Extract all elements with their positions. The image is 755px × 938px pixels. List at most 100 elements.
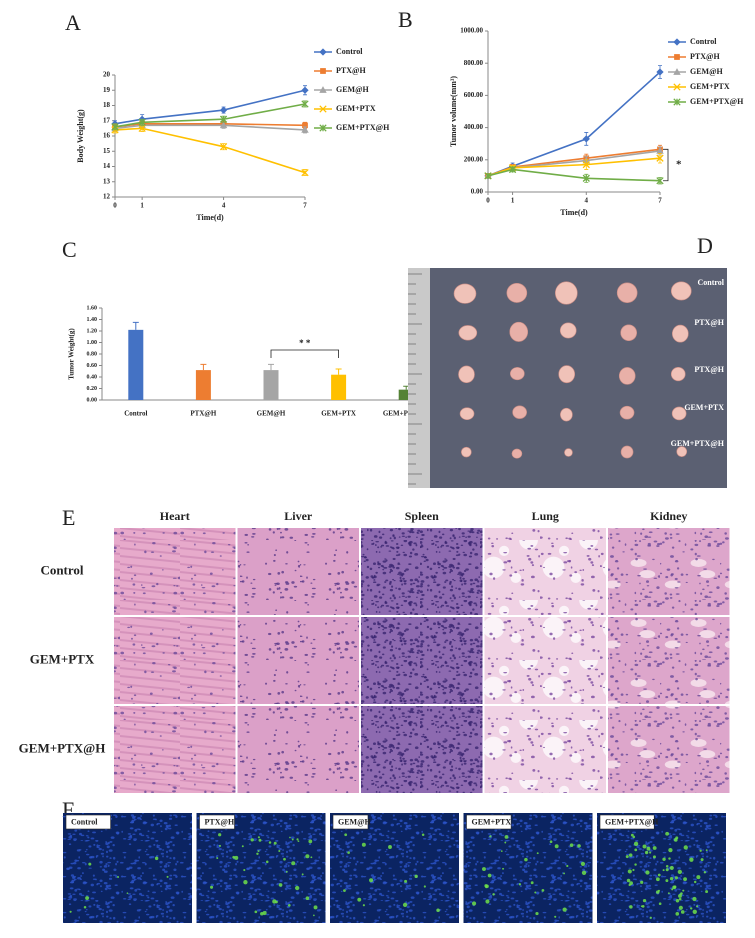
tissue-header: Liver (284, 509, 313, 523)
green-signal (492, 893, 495, 896)
green-signal (569, 843, 574, 848)
green-signal (689, 857, 694, 862)
green-signal (272, 899, 277, 904)
green-signal (423, 885, 426, 888)
green-signal (642, 898, 647, 903)
series-line (114, 124, 306, 131)
histology-image (484, 528, 606, 615)
tumor (620, 324, 637, 341)
green-signal (675, 912, 680, 916)
legend-label: GEM+PTX (690, 82, 730, 91)
green-signal (700, 858, 704, 862)
green-signal (257, 836, 260, 839)
x-tick-label: 4 (585, 197, 589, 205)
green-signal (301, 873, 304, 876)
green-signal (626, 878, 631, 883)
y-tick-label: 0.00 (87, 397, 98, 403)
green-signal (705, 890, 709, 894)
green-signal (652, 855, 656, 859)
green-signal (305, 854, 310, 859)
tumor (619, 405, 635, 420)
green-signal (644, 850, 649, 855)
marker (656, 177, 664, 185)
y-tick-label: 400.00 (464, 123, 484, 131)
y-tick-label: 1.20 (87, 328, 98, 334)
panel-label: C (62, 237, 77, 262)
green-signal (677, 869, 683, 875)
bar (128, 329, 144, 400)
green-signal (154, 856, 159, 861)
y-tick-label: 16 (103, 132, 111, 140)
green-signal (580, 861, 586, 866)
marker (219, 106, 228, 114)
tissue-header: Heart (160, 509, 190, 523)
y-axis-label: Tumor volume(mm³) (449, 76, 458, 147)
green-signal (402, 902, 408, 908)
green-signal (680, 910, 685, 914)
green-signal (696, 875, 701, 880)
histology-image (361, 617, 483, 704)
x-tick-label: 7 (658, 197, 662, 205)
marker (111, 123, 119, 131)
tumor (512, 405, 527, 419)
y-tick-label: 12 (103, 193, 111, 201)
y-tick-label: 800.00 (464, 59, 484, 67)
image-label: GEM@H (338, 817, 372, 826)
marker (673, 38, 681, 46)
green-signal (258, 838, 262, 842)
y-tick-label: 0.80 (87, 351, 98, 357)
green-signal (678, 894, 682, 898)
green-signal (628, 853, 633, 857)
marker (219, 143, 228, 151)
green-signal (502, 867, 505, 870)
tumor (671, 406, 687, 421)
green-signal (313, 905, 318, 910)
green-signal (273, 841, 277, 845)
marker (138, 118, 146, 126)
marker (319, 105, 327, 113)
bar (331, 374, 347, 400)
x-tick-label: 1 (140, 202, 144, 210)
marker (301, 168, 309, 177)
tumor-row-label: GEM+PTX (684, 403, 724, 412)
x-tick-label: 0 (486, 197, 490, 205)
x-tick-label: 1 (511, 197, 515, 205)
x-tick-label: GEM+PTX@H (383, 410, 430, 418)
fluorescence-image (196, 813, 326, 923)
green-signal (549, 840, 553, 844)
marker (320, 68, 326, 74)
tumor (555, 281, 578, 305)
marker (301, 100, 309, 108)
green-signal (347, 851, 350, 854)
green-signal (541, 889, 545, 892)
tumor (511, 448, 523, 459)
green-signal (581, 870, 587, 875)
label-box (466, 814, 512, 830)
green-signal (218, 833, 222, 837)
y-axis-label: Body Weight(g) (76, 109, 85, 163)
marker (484, 172, 492, 180)
green-signal (632, 868, 635, 872)
green-signal (489, 835, 492, 838)
marker (656, 154, 664, 162)
y-tick-label: 13 (103, 177, 111, 185)
green-signal (652, 846, 657, 850)
tumor (616, 282, 638, 303)
panel-label: D (697, 233, 713, 258)
green-signal (692, 909, 697, 914)
histology-image (114, 528, 236, 615)
green-signal (485, 884, 489, 889)
green-signal (243, 868, 246, 872)
histology-image (484, 706, 606, 793)
tumor (676, 446, 688, 457)
green-signal (278, 849, 281, 853)
y-tick-label: 200.00 (464, 155, 484, 163)
green-signal (388, 845, 392, 849)
green-signal (683, 845, 688, 850)
green-signal (283, 857, 286, 861)
histology-image (237, 528, 359, 615)
y-tick-label: 17 (103, 116, 111, 124)
legend-label: PTX@H (690, 52, 720, 61)
marker (219, 121, 228, 129)
green-signal (640, 905, 643, 908)
